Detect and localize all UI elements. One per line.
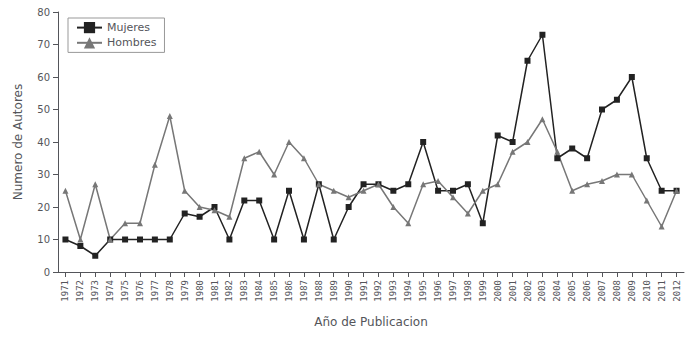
svg-text:1982: 1982 [224,280,234,302]
svg-text:1999: 1999 [478,280,488,302]
svg-text:1981: 1981 [210,280,220,302]
svg-text:2003: 2003 [537,280,547,302]
svg-text:1973: 1973 [90,280,100,302]
svg-text:1986: 1986 [284,280,294,302]
svg-text:70: 70 [37,39,50,50]
svg-text:2008: 2008 [612,280,622,302]
svg-text:1974: 1974 [105,280,115,302]
svg-text:30: 30 [37,169,50,180]
svg-text:1985: 1985 [269,280,279,302]
svg-text:1997: 1997 [448,280,458,302]
svg-text:80: 80 [37,7,50,18]
svg-text:1996: 1996 [433,280,443,302]
svg-text:1994: 1994 [403,280,413,302]
svg-text:2001: 2001 [508,280,518,302]
svg-text:Mujeres: Mujeres [107,21,150,34]
svg-text:2006: 2006 [582,280,592,302]
svg-text:Hombres: Hombres [107,36,157,49]
svg-text:1984: 1984 [254,280,264,302]
svg-text:2010: 2010 [642,280,652,302]
svg-text:1989: 1989 [329,280,339,302]
svg-text:1995: 1995 [418,280,428,302]
svg-text:1991: 1991 [359,280,369,302]
svg-text:20: 20 [37,202,50,213]
svg-text:40: 40 [37,137,50,148]
svg-text:1983: 1983 [239,280,249,302]
svg-text:Año de Publicacion: Año de Publicacion [314,315,428,329]
svg-text:Numero de Autores: Numero de Autores [11,84,25,200]
svg-text:50: 50 [37,104,50,115]
svg-text:1972: 1972 [75,280,85,302]
svg-text:2009: 2009 [627,280,637,302]
svg-text:1990: 1990 [344,280,354,302]
svg-text:1980: 1980 [195,280,205,302]
svg-text:1978: 1978 [165,280,175,302]
svg-text:1977: 1977 [150,280,160,302]
svg-text:1998: 1998 [463,280,473,302]
svg-text:1988: 1988 [314,280,324,302]
svg-text:2002: 2002 [523,280,533,302]
svg-text:1976: 1976 [135,280,145,302]
svg-text:2005: 2005 [567,280,577,302]
svg-text:2011: 2011 [657,280,667,302]
svg-text:2000: 2000 [493,280,503,302]
svg-text:1971: 1971 [60,280,70,302]
svg-text:1979: 1979 [180,280,190,302]
svg-text:10: 10 [37,234,50,245]
svg-text:2012: 2012 [672,280,682,302]
svg-text:1987: 1987 [299,280,309,302]
svg-text:0: 0 [44,267,50,278]
svg-text:1992: 1992 [373,280,383,302]
svg-text:2007: 2007 [597,280,607,302]
svg-text:60: 60 [37,72,50,83]
svg-text:1975: 1975 [120,280,130,302]
svg-text:1993: 1993 [388,280,398,302]
svg-text:2004: 2004 [552,280,562,302]
